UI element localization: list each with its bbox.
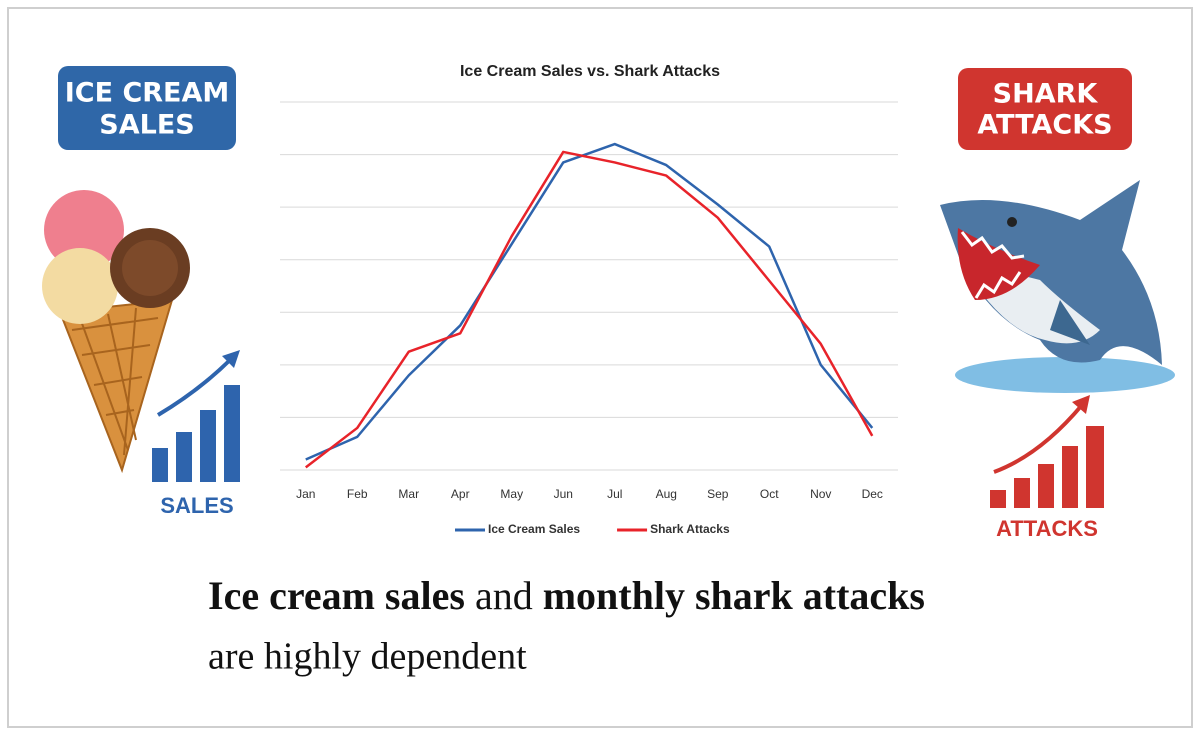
chart: Jan Feb Mar Apr May Jun Jul Aug Sep Oct Nov Dec Ice … <box>280 101 898 536</box>
caption-part: Ice cream sales <box>208 573 465 618</box>
badge-text: ICE CREAM <box>65 78 230 109</box>
chart-title: Ice Cream Sales vs. Shark Attacks <box>460 63 720 80</box>
x-tick-label: Mar <box>398 487 419 501</box>
series-line <box>305 142 874 461</box>
badge-text: ATTACKS <box>977 110 1112 141</box>
x-tick-label: Feb <box>347 487 368 501</box>
x-tick-label: May <box>500 487 523 501</box>
legend-label: Shark Attacks <box>650 522 730 536</box>
shark-illustration <box>940 180 1175 393</box>
x-tick-label: Jan <box>296 487 315 501</box>
legend-label: Ice Cream Sales <box>488 522 580 536</box>
icon-label: ATTACKS <box>996 516 1098 541</box>
x-tick-label: Nov <box>810 487 831 501</box>
caption: are highly dependent <box>208 636 527 678</box>
badge-background <box>958 68 1132 150</box>
sales-icon <box>152 350 240 482</box>
x-tick-label: Jun <box>554 487 573 501</box>
x-tick-label: Sep <box>707 487 729 501</box>
x-tick-label: Jul <box>607 487 622 501</box>
badge-text: SHARK <box>993 79 1099 110</box>
badge-background <box>58 66 236 150</box>
caption-part: monthly shark attacks <box>543 573 925 618</box>
caption-part: and <box>475 573 533 618</box>
ice-cream-illustration <box>42 190 190 474</box>
series-line <box>304 150 874 469</box>
attacks-icon <box>990 395 1104 508</box>
x-tick-label: Dec <box>862 487 883 501</box>
badge-text: SALES <box>99 110 194 141</box>
caption: Ice cream sales and monthly shark attack… <box>208 573 925 618</box>
x-tick-label: Oct <box>760 487 779 501</box>
icon-label: SALES <box>160 493 233 518</box>
x-tick-label: Apr <box>451 487 470 501</box>
x-tick-label: Aug <box>656 487 677 501</box>
